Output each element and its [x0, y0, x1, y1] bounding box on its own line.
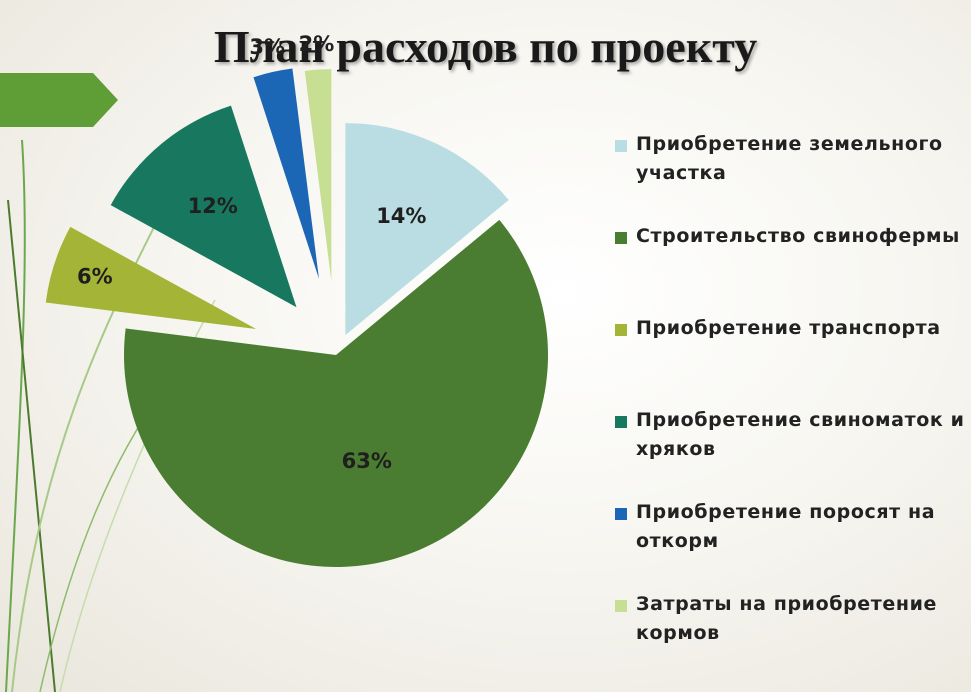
pie-slice-transport	[45, 226, 257, 330]
legend-swatch	[615, 232, 627, 244]
slice-label-feed: 2%	[299, 32, 335, 56]
legend-label: Приобретение поросят на откорм	[636, 501, 936, 552]
legend-label: Строительство свинофермы	[636, 225, 960, 247]
legend-item: Приобретение поросят на откорм	[615, 496, 965, 588]
chart-legend: Приобретение земельного участка Строител…	[615, 128, 965, 680]
pie-slice-piglets	[253, 68, 319, 279]
slice-label-land: 14%	[376, 204, 426, 228]
slice-label-sows: 12%	[188, 194, 238, 218]
legend-label: Приобретение транспорта	[636, 317, 941, 339]
pie-slice-farm	[124, 219, 548, 567]
pie-slice-land	[345, 123, 509, 336]
slice-label-farm: 63%	[342, 449, 392, 473]
legend-swatch	[615, 508, 627, 520]
legend-swatch	[615, 600, 627, 612]
legend-label: Затраты на приобретение кормов	[636, 593, 937, 644]
pie-slice-feed	[304, 69, 332, 282]
legend-label: Приобретение земельного участка	[636, 133, 943, 184]
legend-item: Затраты на приобретение кормов	[615, 588, 965, 680]
legend-swatch	[615, 140, 627, 152]
decorative-line	[7, 199, 56, 692]
green-arrow-banner	[0, 73, 118, 127]
legend-swatch	[615, 416, 627, 428]
legend-swatch	[615, 324, 627, 336]
pie-chart: 14% 63% 6% 12% 3% 2%	[45, 32, 548, 567]
legend-item: Строительство свинофермы	[615, 220, 965, 312]
legend-label: Приобретение свиноматок и хряков	[636, 409, 965, 460]
pie-slice-sows	[110, 105, 297, 308]
legend-item: Приобретение земельного участка	[615, 128, 965, 220]
chart-title: План расходов по проекту	[213, 21, 758, 72]
slice-label-transport: 6%	[77, 265, 113, 289]
slice-label-piglets: 3%	[249, 35, 285, 59]
legend-item: Приобретение свиноматок и хряков	[615, 404, 965, 496]
legend-item: Приобретение транспорта	[615, 312, 965, 404]
